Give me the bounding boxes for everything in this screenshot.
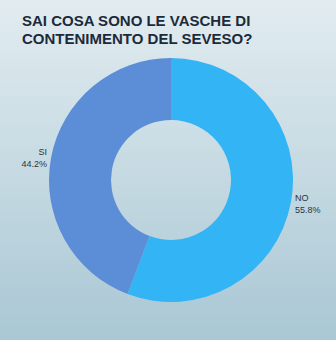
donut: NO 55.8% SI 44.2% — [22, 58, 321, 302]
category-label: NO — [295, 193, 309, 203]
slice — [49, 58, 171, 294]
chart: SAI COSA SONO LE VASCHE DI CONTENIMENTO … — [0, 0, 336, 340]
background — [0, 0, 336, 340]
slice-label: SI 44.2% — [22, 147, 48, 169]
category-label: SI — [39, 147, 48, 157]
slice-label: NO 55.8% — [295, 193, 321, 215]
title: SAI COSA SONO LE VASCHE DI CONTENIMENTO … — [22, 12, 255, 47]
value-label: 44.2% — [22, 159, 48, 169]
value-label: 55.8% — [295, 205, 321, 215]
